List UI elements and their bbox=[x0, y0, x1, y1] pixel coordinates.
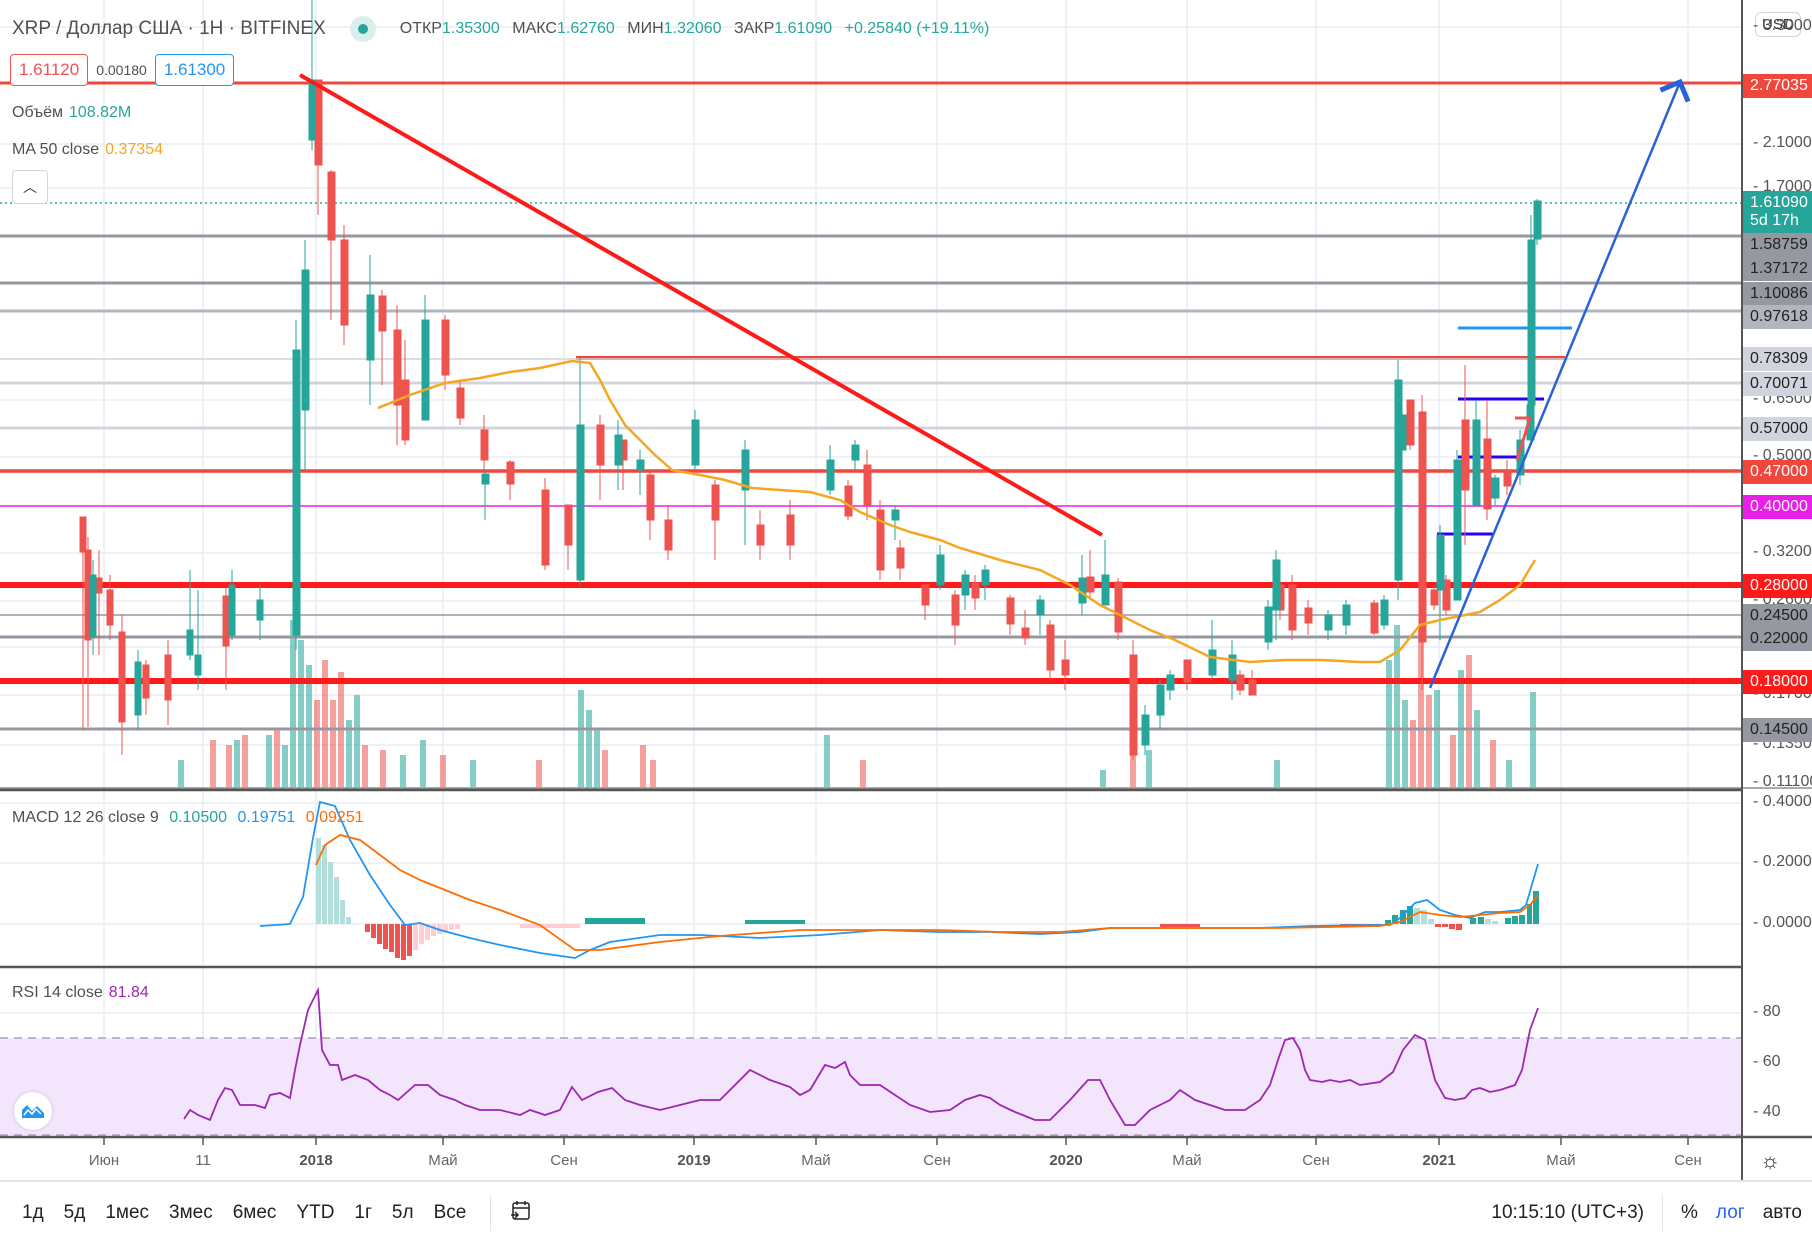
range-button[interactable]: 5д bbox=[63, 1202, 86, 1223]
price-level-tag[interactable]: 0.57000 bbox=[1743, 417, 1812, 441]
bottom-toolbar: 1д 5д 1мес 3мес 6мес YTD 1г 5л Все 10:15:10 (UTC… bbox=[0, 1180, 1812, 1244]
rsi-band bbox=[0, 1038, 1742, 1135]
time-tick-label: Май bbox=[428, 1152, 458, 1169]
price-tick: - 3.30000 bbox=[1753, 17, 1812, 34]
bid-ask-row: 1.61120 0.00180 1.61300 bbox=[10, 54, 235, 86]
toolbar-right: 10:15:10 (UTC+3) % лог авто bbox=[1491, 1182, 1802, 1244]
vertical-grid bbox=[103, 0, 1689, 1137]
time-tick-label: Июн bbox=[88, 1152, 120, 1169]
time-tick-label: Май bbox=[801, 1152, 831, 1169]
price-level-tag[interactable]: 2.77035 bbox=[1743, 74, 1812, 98]
macd-legend[interactable]: MACD 12 26 close 9 0.10500 0.19751 0.092… bbox=[12, 809, 364, 826]
rsi-line bbox=[183, 986, 1539, 1126]
price-level-tag[interactable]: 0.18000 bbox=[1743, 670, 1812, 694]
time-tick-label: Сен bbox=[923, 1152, 951, 1169]
signal-line bbox=[315, 834, 1539, 951]
bar-countdown: 5d 17h bbox=[1750, 212, 1799, 229]
candles bbox=[79, 0, 1542, 760]
price-level-tag[interactable]: 0.24500 bbox=[1743, 604, 1812, 628]
sell-button[interactable]: 1.61120 bbox=[10, 54, 89, 86]
time-tick-label: Май bbox=[1172, 1152, 1202, 1169]
range-button[interactable]: 3мес bbox=[169, 1202, 213, 1223]
price-level-tag[interactable]: 1.37172 bbox=[1743, 257, 1812, 281]
rsi-tick: - 60 bbox=[1753, 1053, 1781, 1070]
goto-date-icon[interactable] bbox=[509, 1199, 533, 1228]
price-tick: - 0.32000 bbox=[1753, 543, 1812, 560]
toolbar-divider bbox=[490, 1195, 492, 1231]
range-button[interactable]: 6мес bbox=[232, 1202, 277, 1223]
auto-scale-toggle[interactable]: авто bbox=[1762, 1202, 1802, 1223]
price-level-tag[interactable]: 0.70071 bbox=[1743, 372, 1812, 396]
price-level-tag[interactable]: 0.97618 bbox=[1743, 305, 1812, 329]
price-level-tag[interactable]: 0.47000 bbox=[1743, 460, 1812, 484]
range-button[interactable]: YTD bbox=[296, 1202, 335, 1223]
price-tick: - 0.11100 bbox=[1753, 773, 1812, 790]
range-button[interactable]: 1д bbox=[22, 1202, 44, 1223]
price-level-tag[interactable]: 0.78309 bbox=[1743, 347, 1812, 371]
range-selector: 1д 5д 1мес 3мес 6мес YTD 1г 5л Все bbox=[0, 1202, 466, 1224]
price-level-tag[interactable]: 0.22000 bbox=[1743, 627, 1812, 651]
price-level-tag[interactable]: 0.28000 bbox=[1743, 574, 1812, 598]
time-tick-label: 2021 bbox=[1422, 1152, 1456, 1169]
macd-histogram bbox=[316, 838, 1539, 960]
log-scale-toggle[interactable]: лог bbox=[1715, 1202, 1745, 1223]
price-level-tag[interactable]: 1.61090 5d 17h bbox=[1743, 191, 1812, 233]
time-ticks bbox=[103, 1137, 1689, 1145]
buy-button[interactable]: 1.61300 bbox=[154, 54, 235, 86]
price-levels bbox=[0, 81, 1742, 731]
rsi-tick: - 80 bbox=[1753, 1003, 1781, 1020]
time-tick-label: 2019 bbox=[677, 1152, 711, 1169]
price-level-tag[interactable]: 0.40000 bbox=[1743, 495, 1812, 519]
uptrend-arrow bbox=[1428, 78, 1691, 689]
time-tick-label: 2020 bbox=[1049, 1152, 1083, 1169]
ohlc-values: ОТКР1.35300 МАКС1.62760 МИН1.32060 ЗАКР1… bbox=[399, 20, 990, 37]
rsi-tick: - 40 bbox=[1753, 1103, 1781, 1120]
toolbar-divider bbox=[1661, 1195, 1663, 1231]
collapse-legend-button[interactable]: ︿ bbox=[12, 170, 48, 204]
time-tick-label: 11 bbox=[195, 1152, 211, 1169]
currency-button[interactable]: USD bbox=[1755, 12, 1801, 37]
market-status-icon bbox=[349, 16, 376, 42]
price-level-tag[interactable]: 1.58759 bbox=[1743, 233, 1812, 257]
price-change: +0.25840 (+19.11%) bbox=[844, 20, 990, 37]
settings-gear-icon[interactable]: ☼ bbox=[1760, 1148, 1781, 1173]
range-button[interactable]: 1г bbox=[354, 1202, 372, 1223]
percent-scale-toggle[interactable]: % bbox=[1680, 1202, 1698, 1223]
tradingview-logo-icon[interactable] bbox=[14, 1092, 52, 1130]
time-tick-label: 2018 bbox=[299, 1152, 333, 1169]
horizontal-grid bbox=[0, 26, 1742, 1114]
macd-tick: - 0.40000 bbox=[1753, 793, 1812, 810]
downtrend-line bbox=[299, 73, 1103, 537]
price-tick: - 2.10000 bbox=[1753, 134, 1812, 151]
ma50-line bbox=[377, 359, 1537, 664]
symbol-title[interactable]: XRP / Доллар США · 1Н · BITFINEX bbox=[12, 18, 326, 39]
range-button[interactable]: 5л bbox=[391, 1202, 414, 1223]
spread-value: 0.00180 bbox=[96, 62, 147, 78]
time-tick-label: Сен bbox=[550, 1152, 578, 1169]
rsi-legend[interactable]: RSI 14 close 81.84 bbox=[12, 984, 149, 1001]
macd-line bbox=[259, 800, 1539, 959]
volume-bars bbox=[178, 620, 1536, 787]
time-tick-label: Май bbox=[1546, 1152, 1576, 1169]
price-level-tag[interactable]: 1.10086 bbox=[1743, 282, 1812, 306]
range-button[interactable]: 1мес bbox=[105, 1202, 150, 1223]
range-button[interactable]: Все bbox=[433, 1202, 467, 1223]
volume-legend[interactable]: Объём 108.82M bbox=[12, 104, 132, 121]
price-tick: - 0.50000 bbox=[1753, 447, 1812, 464]
price-level-tag[interactable]: 0.14500 bbox=[1743, 718, 1812, 742]
time-tick-label: Сен bbox=[1302, 1152, 1330, 1169]
time-tick-label: Сен bbox=[1674, 1152, 1702, 1169]
chevron-up-icon: ︿ bbox=[23, 179, 37, 195]
symbol-legend: XRP / Доллар США · 1Н · BITFINEX ОТКР1.3… bbox=[12, 16, 997, 42]
ma-legend[interactable]: MA 50 close 0.37354 bbox=[12, 141, 163, 158]
clock-timezone[interactable]: 10:15:10 (UTC+3) bbox=[1491, 1202, 1644, 1223]
